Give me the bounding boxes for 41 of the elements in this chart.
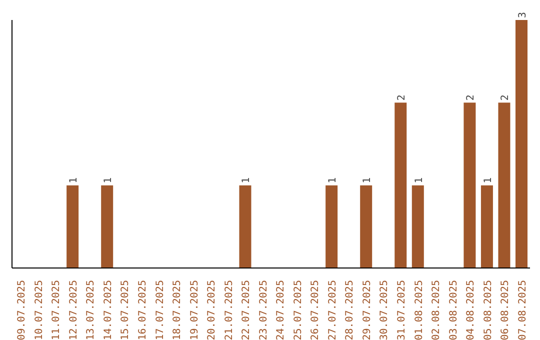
- x-tick-label: 30.07.2025: [379, 280, 390, 340]
- x-tick-label: 03.08.2025: [448, 280, 460, 340]
- data-label: 3: [517, 12, 528, 18]
- x-tick-label: 27.07.2025: [327, 280, 338, 340]
- x-tick-label: 01.08.2025: [414, 280, 425, 340]
- x-tick-label: 17.07.2025: [154, 280, 166, 340]
- x-tick-label: 05.08.2025: [482, 280, 494, 340]
- x-tick-label: 12.07.2025: [68, 280, 80, 340]
- x-tick-label: 31.07.2025: [396, 280, 408, 340]
- x-tick-label: 06.08.2025: [500, 280, 512, 340]
- x-tick-label: 21.07.2025: [224, 280, 235, 340]
- x-tick-label: 16.07.2025: [138, 280, 148, 340]
- x-tick-label: 14.07.2025: [102, 280, 114, 340]
- x-tick-label: 24.07.2025: [276, 280, 287, 340]
- x-tick-label: 20.07.2025: [206, 280, 218, 340]
- data-label: 1: [362, 177, 374, 184]
- x-tick-label: 13.07.2025: [86, 280, 97, 340]
- x-tick-label: 10.07.2025: [34, 280, 45, 340]
- x-tick-label: 18.07.2025: [172, 280, 184, 340]
- x-tick-label: 19.07.2025: [189, 280, 200, 340]
- data-label: 2: [500, 94, 512, 101]
- x-tick-label: 28.07.2025: [344, 280, 356, 340]
- x-tick-label: 23.07.2025: [258, 280, 270, 340]
- x-tick-label: 09.07.2025: [16, 280, 28, 340]
- x-tick-label: 11.07.2025: [51, 280, 62, 340]
- data-label: 2: [396, 94, 408, 101]
- x-tick-label: 22.07.2025: [241, 280, 252, 340]
- x-tick-label: 15.07.2025: [120, 280, 132, 340]
- data-label: 1: [328, 177, 339, 184]
- data-label: 1: [103, 177, 114, 184]
- x-tick-label: 25.07.2025: [292, 280, 304, 340]
- x-tick-label: 04.08.2025: [466, 280, 477, 340]
- x-tick-label: 29.07.2025: [362, 280, 373, 340]
- data-label: 1: [482, 177, 494, 184]
- data-label: 1: [414, 177, 425, 184]
- data-label: 1: [68, 177, 80, 184]
- data-label: 2: [466, 94, 477, 101]
- x-tick-label: 26.07.2025: [310, 280, 322, 340]
- x-tick-label: 02.08.2025: [431, 280, 442, 340]
- x-tick-label: 07.08.2025: [517, 280, 528, 340]
- data-label: 1: [241, 177, 252, 184]
